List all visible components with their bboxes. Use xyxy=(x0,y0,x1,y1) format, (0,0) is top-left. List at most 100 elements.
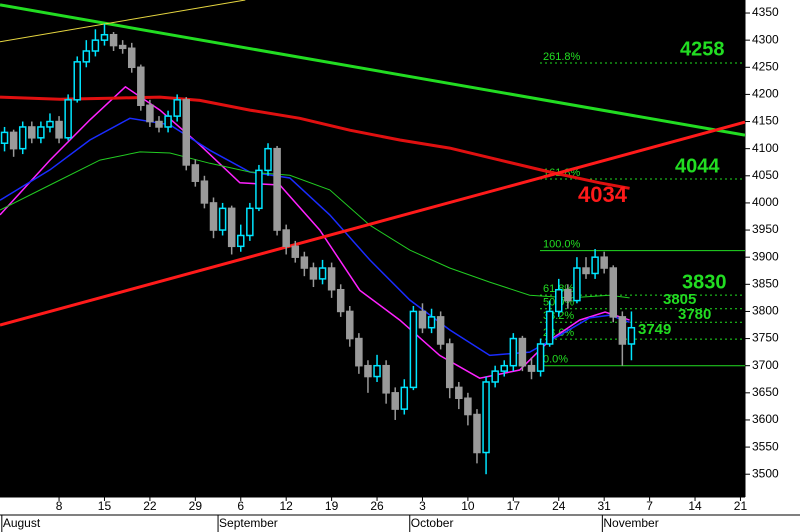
x-tick-label: 26 xyxy=(370,499,384,513)
y-tick-label: 3700 xyxy=(752,358,779,372)
candle-body xyxy=(464,397,472,416)
candle-body xyxy=(273,147,281,231)
candle-body xyxy=(382,364,390,394)
candle-body xyxy=(373,364,381,378)
candle-body xyxy=(364,364,372,378)
y-tick-label: 3600 xyxy=(752,412,779,426)
candle-body xyxy=(455,386,463,400)
y-tick-label: 4350 xyxy=(752,5,779,19)
month-label: September xyxy=(219,516,278,530)
y-tick-label: 3800 xyxy=(752,304,779,318)
x-tick-label: 10 xyxy=(461,499,475,513)
overlay-line xyxy=(0,0,246,43)
fib-value: 4258 xyxy=(680,38,725,60)
candle-body xyxy=(482,381,490,454)
candle-body xyxy=(291,245,300,258)
candle-body xyxy=(509,337,518,367)
candle-body xyxy=(218,207,227,231)
month-label: November xyxy=(603,516,658,530)
candle-body xyxy=(391,392,399,410)
candle-body xyxy=(73,61,81,101)
candle-body xyxy=(109,33,118,47)
y-tick-label: 4100 xyxy=(752,141,779,155)
y-tick-label: 3900 xyxy=(752,249,779,263)
candle-body xyxy=(18,126,27,150)
candle-body xyxy=(82,50,91,63)
month-label: October xyxy=(411,516,454,530)
candle-body xyxy=(527,364,536,372)
candle-body xyxy=(436,316,445,345)
candle-body xyxy=(227,207,236,248)
y-axis-panel xyxy=(745,0,800,532)
candle-body xyxy=(209,202,218,231)
overlay-line xyxy=(0,117,630,357)
candle-body xyxy=(64,99,72,139)
fib-value: 3830 xyxy=(682,271,727,293)
y-tick-label: 4250 xyxy=(752,59,779,73)
candle-body xyxy=(246,207,254,237)
candle-body xyxy=(155,120,163,128)
overlay-line xyxy=(0,95,630,190)
candle-body xyxy=(127,47,136,69)
candle-body xyxy=(282,229,290,248)
candle-body xyxy=(445,343,454,389)
fib-value: 3780 xyxy=(678,306,711,323)
candle-body xyxy=(409,310,418,389)
annotation: 4034 xyxy=(578,182,628,207)
fib-label: 261.8% xyxy=(543,51,581,63)
candle-body xyxy=(300,256,309,269)
plot-area xyxy=(0,0,745,497)
candle-body xyxy=(318,267,327,280)
candle-body xyxy=(255,169,263,210)
candle-body xyxy=(9,131,18,150)
fib-label: 100.0% xyxy=(543,239,581,251)
overlay-line xyxy=(0,85,630,379)
candle-body xyxy=(137,66,145,107)
candle-body xyxy=(545,310,554,345)
month-label: August xyxy=(3,516,41,530)
y-tick-label: 4200 xyxy=(752,87,779,101)
candle-body xyxy=(400,386,409,410)
candle-body xyxy=(191,164,200,182)
candle-body xyxy=(591,256,599,275)
candle-body xyxy=(327,267,336,291)
candle-body xyxy=(618,316,627,345)
candle-body xyxy=(182,99,190,166)
candle-body xyxy=(0,131,9,144)
candle-body xyxy=(573,267,581,302)
overlay-line xyxy=(0,151,630,299)
candle-body xyxy=(564,288,572,302)
candle-body xyxy=(346,310,354,340)
x-tick-label: 17 xyxy=(507,499,521,513)
x-tick-label: 19 xyxy=(325,499,339,513)
y-tick-label: 4300 xyxy=(752,32,779,46)
candle-body xyxy=(600,256,608,269)
plot-layer: 261.8%4258161.8%4044100.0%61.8%383050.0%… xyxy=(0,0,745,475)
x-tick-label: 31 xyxy=(597,499,611,513)
candle-body xyxy=(627,326,636,345)
candle-body xyxy=(118,44,127,50)
candle-body xyxy=(173,99,181,117)
candle-body xyxy=(427,316,436,329)
y-tick-label: 4150 xyxy=(752,114,779,128)
candle-body xyxy=(37,126,45,139)
candle-body xyxy=(500,364,508,372)
fib-value: 3805 xyxy=(663,291,696,308)
candle-body xyxy=(164,115,172,128)
candle-body xyxy=(146,104,154,123)
overlay-line xyxy=(0,120,745,327)
candle-body xyxy=(100,33,109,41)
candle-body xyxy=(264,147,272,172)
candle-body xyxy=(355,337,363,367)
candle-body xyxy=(91,39,100,52)
candle-body xyxy=(200,180,209,204)
x-tick-label: 6 xyxy=(237,499,244,513)
x-tick-label: 15 xyxy=(98,499,112,513)
x-tick-label: 14 xyxy=(688,499,702,513)
candle-body xyxy=(55,120,63,139)
candle-body xyxy=(28,126,36,139)
candle-body xyxy=(473,413,481,454)
fib-value: 3749 xyxy=(638,321,671,338)
x-tick-label: 8 xyxy=(56,499,63,513)
